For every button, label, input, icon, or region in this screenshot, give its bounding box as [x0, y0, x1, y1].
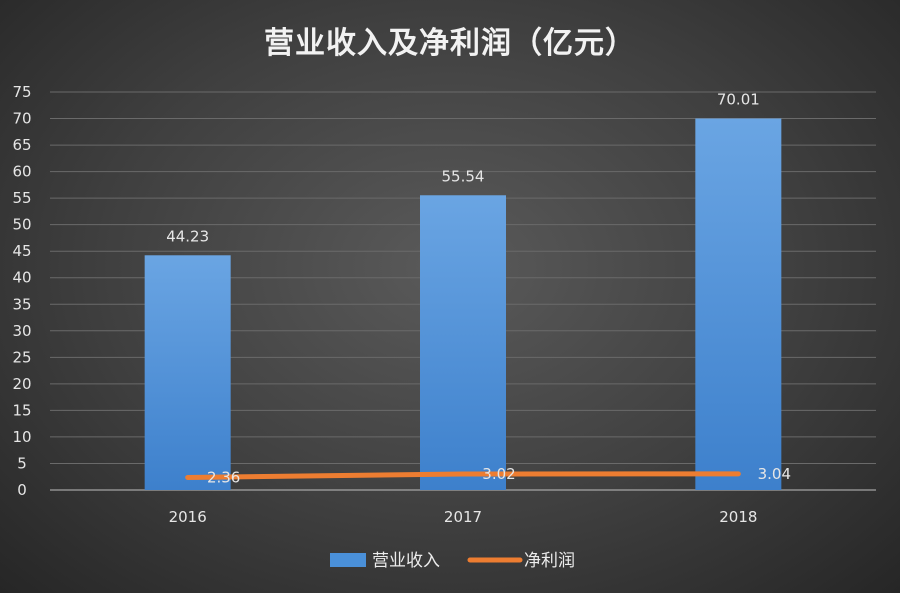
chart-title: 营业收入及净利润（亿元）	[264, 26, 636, 61]
y-tick-label: 0	[17, 481, 27, 499]
y-tick-label: 35	[12, 295, 31, 313]
y-tick-label: 50	[12, 216, 31, 234]
x-tick-label: 2018	[719, 508, 757, 526]
legend-label-revenue: 营业收入	[372, 551, 440, 571]
bar	[144, 255, 231, 490]
y-tick-label: 75	[12, 83, 31, 101]
bar-data-label: 70.01	[717, 90, 760, 108]
y-tick-label: 40	[12, 269, 31, 287]
x-tick-label: 2017	[444, 508, 482, 526]
y-tick-label: 55	[12, 189, 31, 207]
y-tick-label: 70	[12, 110, 31, 128]
line-data-label: 3.04	[758, 465, 791, 483]
bar-data-label: 44.23	[166, 227, 209, 245]
legend-swatch-revenue	[330, 553, 366, 567]
y-tick-label: 10	[12, 428, 31, 446]
line-data-label: 3.02	[482, 465, 515, 483]
x-tick-label: 2016	[169, 508, 207, 526]
y-tick-label: 5	[17, 454, 27, 472]
y-tick-label: 45	[12, 242, 31, 260]
series-line-net-profit	[185, 471, 741, 480]
line-data-label: 2.36	[207, 468, 240, 486]
y-tick-label: 25	[12, 348, 31, 366]
bar	[695, 118, 782, 490]
bar	[420, 195, 506, 490]
y-tick-label: 30	[12, 322, 31, 340]
y-tick-label: 60	[12, 163, 31, 181]
legend-label-net-profit: 净利润	[524, 551, 575, 571]
y-tick-label: 65	[12, 136, 31, 154]
bar-data-label: 55.54	[442, 167, 485, 185]
y-tick-label: 15	[12, 401, 31, 419]
y-tick-label: 20	[12, 375, 31, 393]
